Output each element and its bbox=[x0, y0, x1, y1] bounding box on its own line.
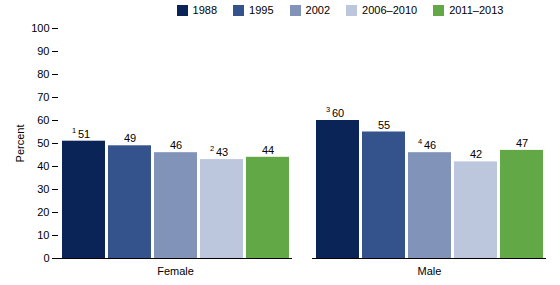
svg-text:70: 70 bbox=[37, 91, 49, 103]
svg-text:90: 90 bbox=[37, 45, 49, 57]
svg-text:55: 55 bbox=[378, 119, 390, 131]
svg-text:100: 100 bbox=[31, 22, 49, 34]
svg-text:40: 40 bbox=[37, 160, 49, 172]
svg-text:2: 2 bbox=[210, 144, 214, 153]
html-text:2006–2010: 2006–2010 bbox=[362, 4, 418, 16]
html-text:2011–2013: 2011–2013 bbox=[449, 4, 504, 16]
svg-text:42: 42 bbox=[470, 148, 482, 160]
svg-text:60: 60 bbox=[332, 107, 344, 119]
svg-text:49: 49 bbox=[124, 132, 136, 144]
svg-text:10: 10 bbox=[37, 229, 49, 241]
svg-text:20: 20 bbox=[37, 206, 49, 218]
svg-text:Percent: Percent bbox=[14, 125, 26, 163]
svg-text:43: 43 bbox=[216, 146, 228, 158]
html-text:2002: 2002 bbox=[305, 4, 331, 16]
svg-text:50: 50 bbox=[37, 137, 49, 149]
svg-text:4: 4 bbox=[418, 137, 422, 146]
svg-text:60: 60 bbox=[37, 114, 49, 126]
svg-text:Female: Female bbox=[157, 265, 194, 277]
svg-text:1: 1 bbox=[72, 126, 76, 135]
svg-text:46: 46 bbox=[424, 139, 436, 151]
svg-text:80: 80 bbox=[37, 68, 49, 80]
svg-text:51: 51 bbox=[78, 128, 90, 140]
svg-text:3: 3 bbox=[326, 105, 330, 114]
svg-text:0: 0 bbox=[43, 252, 49, 264]
svg-text:Male: Male bbox=[418, 265, 442, 277]
svg-text:30: 30 bbox=[37, 183, 49, 195]
html-text:1988: 1988 bbox=[192, 4, 218, 16]
svg-text:44: 44 bbox=[262, 144, 274, 156]
html-text:1995: 1995 bbox=[249, 4, 274, 16]
svg-text:47: 47 bbox=[516, 137, 528, 149]
svg-text:46: 46 bbox=[170, 139, 182, 151]
